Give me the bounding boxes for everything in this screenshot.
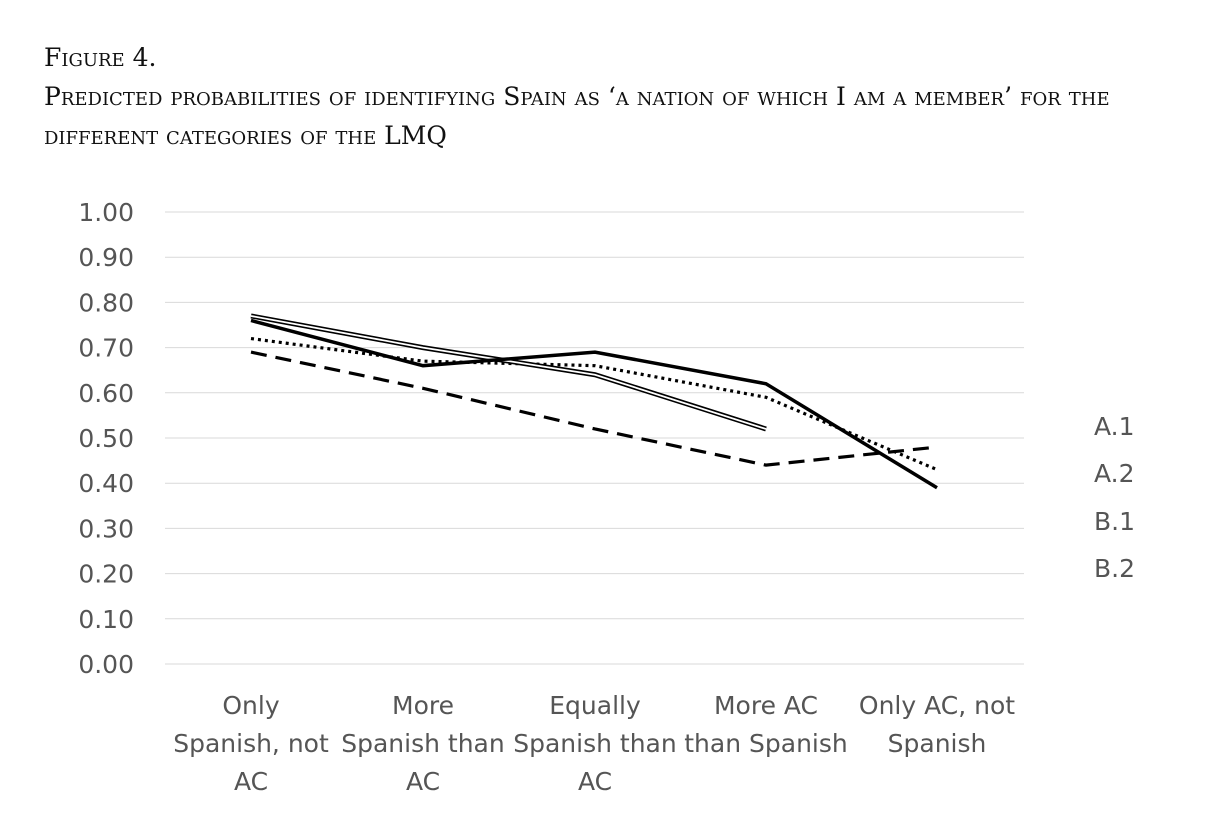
x-category-label: More Spanish than AC xyxy=(341,691,504,796)
y-tick-label: 0.20 xyxy=(78,560,134,589)
x-category-label-line: More AC xyxy=(714,691,818,720)
x-category-label-line: than Spanish xyxy=(684,729,847,758)
figure-caption: Figure 4. Predicted probabilities of ide… xyxy=(44,38,1194,155)
x-category-label-line: Spanish xyxy=(888,729,987,758)
y-tick-label: 0.80 xyxy=(78,288,134,317)
series-line-B.1 xyxy=(250,313,767,432)
series-line-A.2 xyxy=(250,336,938,472)
x-category-label: Only Spanish, not AC xyxy=(173,691,329,796)
x-category-label-line: Only xyxy=(222,691,279,720)
series-line-inner-B.1 xyxy=(250,315,767,430)
x-category-label-line: Spanish, not xyxy=(173,729,329,758)
legend-item-A.2: A.2 xyxy=(1094,459,1135,488)
series-B.2 xyxy=(250,350,938,467)
x-category-label: More AC than Spanish xyxy=(684,691,847,758)
legend: A.1 A.2 B.1 B.2 xyxy=(1048,412,1135,583)
y-tick-label: 0.50 xyxy=(78,424,134,453)
figure-title: Predicted probabilities of identifying S… xyxy=(44,82,1110,150)
series-lines xyxy=(250,313,938,490)
legend-item-A.1: A.1 xyxy=(1094,412,1135,441)
legend-label: B.2 xyxy=(1094,554,1135,583)
legend-label: A.2 xyxy=(1094,459,1135,488)
y-tick-label: 0.90 xyxy=(78,243,134,272)
series-line-A.1 xyxy=(250,318,938,490)
series-line-B.2 xyxy=(250,350,938,467)
x-category-label-line: Only AC, not xyxy=(859,691,1015,720)
y-tick-label: 0.60 xyxy=(78,379,134,408)
legend-label: B.1 xyxy=(1094,507,1135,536)
y-tick-label: 1.00 xyxy=(78,198,134,227)
x-category-label-line: Spanish than xyxy=(513,729,676,758)
y-tick-label: 0.40 xyxy=(78,469,134,498)
x-category-label-line: More xyxy=(392,691,454,720)
y-tick-label: 0.10 xyxy=(78,605,134,634)
series-A.1 xyxy=(250,318,938,490)
x-category-label-line: Equally xyxy=(549,691,641,720)
legend-item-B.2: B.2 xyxy=(1094,554,1135,583)
x-category-label: Equally Spanish than AC xyxy=(513,691,676,796)
y-tick-label: 0.00 xyxy=(78,650,134,679)
y-axis-ticks: 0.00 0.10 0.20 0.30 0.40 0.50 0.60 0.70 0.80 0.90… xyxy=(78,198,134,679)
legend-item-B.1: B.1 xyxy=(1048,507,1135,536)
figure-label: Figure 4. xyxy=(44,43,157,72)
series-A.2 xyxy=(250,336,938,472)
y-tick-label: 0.70 xyxy=(78,334,134,363)
legend-label: A.1 xyxy=(1094,412,1135,441)
x-category-label: Only AC, not Spanish xyxy=(859,691,1015,758)
gridlines xyxy=(165,211,1024,665)
series-B.1 xyxy=(250,313,767,432)
x-category-label-line: Spanish than xyxy=(341,729,504,758)
x-category-label-line: AC xyxy=(578,767,612,796)
x-category-label-line: AC xyxy=(234,767,268,796)
x-category-label-line: AC xyxy=(406,767,440,796)
y-tick-label: 0.30 xyxy=(78,514,134,543)
